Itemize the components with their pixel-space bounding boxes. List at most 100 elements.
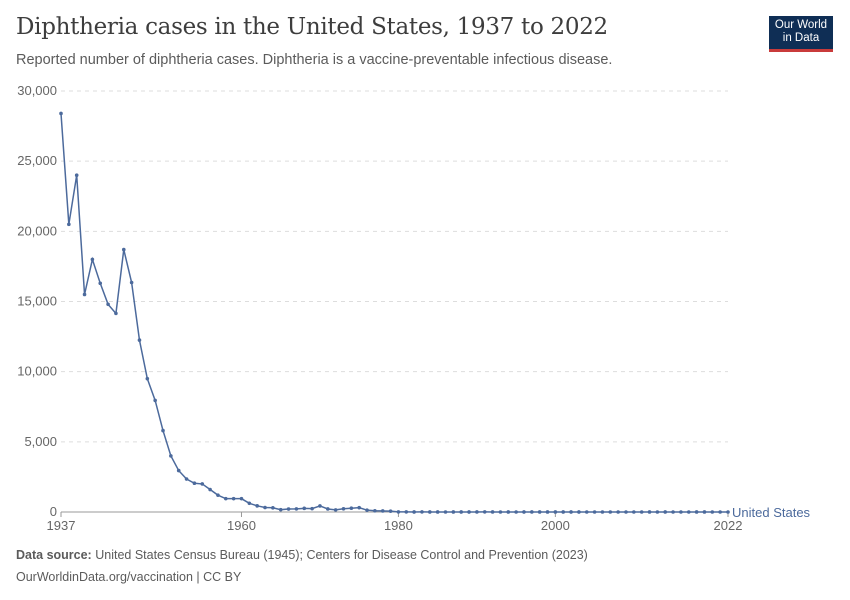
y-tick-label: 15,000 [17, 294, 57, 309]
data-point [286, 507, 291, 511]
data-point [67, 222, 71, 227]
y-tick-label: 30,000 [17, 83, 57, 98]
data-point [459, 510, 464, 514]
y-tick-label: 0 [50, 504, 57, 519]
data-point [482, 510, 487, 514]
data-point [639, 510, 644, 514]
data-point [475, 510, 479, 514]
data-point [59, 111, 63, 116]
x-tick-label: 2022 [714, 518, 743, 533]
y-tick-label: 5,000 [24, 434, 57, 449]
data-point [608, 510, 613, 514]
data-point [592, 510, 597, 514]
data-point [365, 508, 369, 512]
data-point [702, 510, 707, 514]
y-tick-label: 20,000 [17, 223, 57, 238]
data-point [545, 510, 550, 514]
data-point [679, 510, 683, 514]
data-point [184, 477, 189, 481]
data-point [584, 510, 589, 514]
data-point [176, 468, 181, 473]
x-tick-label: 1980 [384, 518, 413, 533]
data-point [153, 398, 157, 403]
data-point [616, 510, 620, 514]
data-point [380, 509, 385, 513]
data-point [600, 510, 605, 514]
logo-line2: in Data [782, 32, 820, 44]
owid-logo[interactable]: Our World in Data [769, 16, 833, 52]
data-point [553, 510, 558, 514]
data-point [310, 506, 314, 511]
data-point [663, 510, 668, 514]
data-source: Data source: United States Census Bureau… [16, 548, 588, 562]
data-point [655, 510, 660, 514]
data-point [200, 482, 205, 486]
series-line [60, 113, 728, 513]
data-point [208, 487, 212, 492]
data-point [145, 376, 150, 381]
data-point [396, 510, 401, 514]
data-point [357, 505, 361, 510]
data-point [114, 311, 118, 316]
data-point [710, 510, 715, 514]
data-point [137, 338, 142, 342]
data-point [718, 510, 722, 514]
x-tick-label: 1960 [227, 518, 256, 533]
data-point [506, 510, 511, 514]
data-point [451, 510, 456, 514]
data-point [294, 507, 299, 511]
footer-url[interactable]: OurWorldinData.org/vaccination | CC BY [16, 570, 242, 584]
data-point [255, 504, 259, 508]
x-tick-label: 1937 [47, 518, 76, 533]
data-point [467, 510, 471, 514]
data-point [90, 257, 95, 262]
data-point [98, 281, 103, 286]
data-point [569, 510, 573, 514]
data-point [498, 510, 503, 514]
data-point [420, 510, 424, 514]
source-text: United States Census Bureau (1945); Cent… [95, 548, 588, 562]
data-point [349, 506, 354, 511]
data-point [263, 505, 267, 510]
data-point [231, 496, 236, 501]
data-point [412, 510, 416, 514]
data-point [632, 510, 636, 514]
data-point [686, 510, 691, 514]
data-point [388, 509, 393, 513]
x-tick-label: 2000 [541, 518, 570, 533]
data-point [278, 507, 283, 512]
data-point [522, 510, 526, 514]
data-point [694, 510, 699, 514]
chart-subtitle: Reported number of diphtheria cases. Dip… [16, 52, 613, 68]
data-point [671, 510, 675, 514]
data-point [530, 510, 534, 514]
data-point [216, 493, 220, 497]
data-point [271, 505, 275, 510]
data-point [514, 510, 518, 514]
data-point [537, 510, 542, 514]
data-point [577, 510, 581, 514]
y-tick-label: 25,000 [17, 153, 57, 168]
data-point [561, 510, 566, 514]
data-point [82, 292, 87, 297]
data-point [129, 280, 134, 285]
chart-title: Diphtheria cases in the United States, 1… [16, 14, 608, 40]
data-point [435, 510, 440, 514]
data-point [326, 507, 330, 511]
data-point [223, 496, 228, 501]
logo-line1: Our World [774, 19, 828, 31]
data-point [239, 496, 244, 501]
data-point [490, 510, 495, 514]
data-point [302, 506, 307, 511]
data-point [74, 173, 79, 177]
data-point [726, 510, 730, 514]
data-point [341, 506, 346, 511]
y-tick-label: 10,000 [17, 364, 57, 379]
data-point [624, 510, 628, 514]
data-point [121, 247, 126, 252]
data-point [373, 509, 377, 513]
data-point [428, 510, 432, 514]
data-point [333, 508, 338, 512]
data-point [647, 510, 652, 514]
